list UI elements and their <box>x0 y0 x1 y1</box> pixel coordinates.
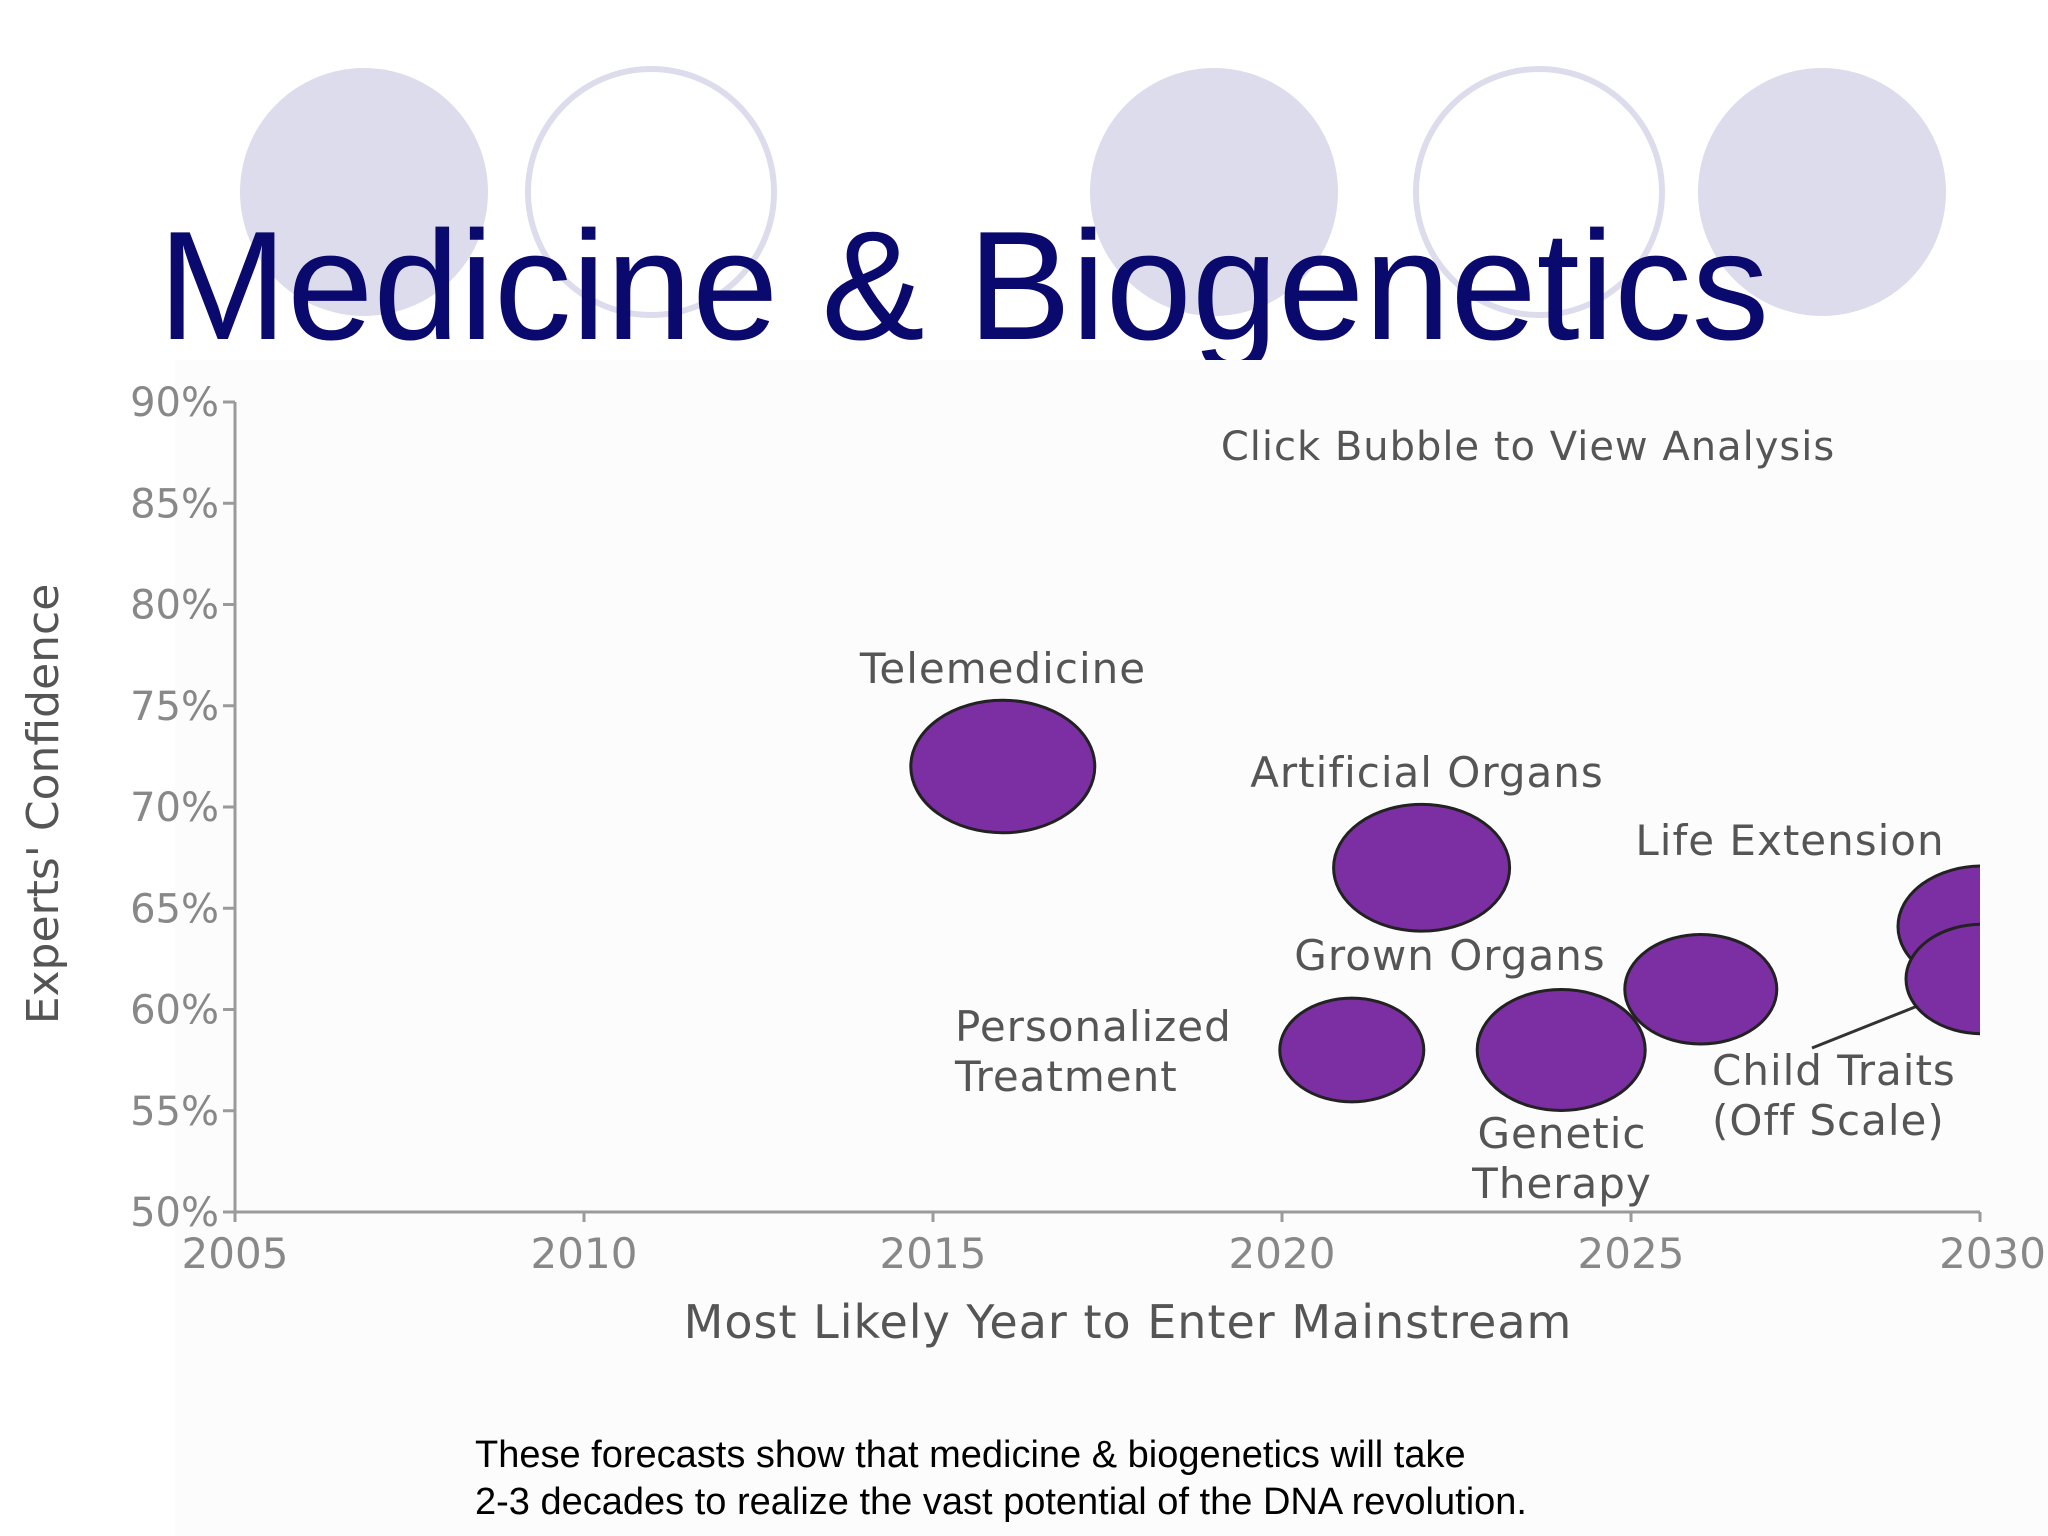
decor-circle-3 <box>1090 68 1338 316</box>
y-tick-label: 85% <box>130 481 219 527</box>
bubble-label: Life Extension <box>1635 816 1944 865</box>
y-tick-label: 65% <box>130 886 219 932</box>
x-tick-label: 2010 <box>531 1229 638 1278</box>
bubble-personalized-treatment[interactable] <box>1278 996 1426 1104</box>
bubble-genetic-therapy[interactable] <box>1475 988 1647 1112</box>
bubble-label: Artificial Organs <box>1250 748 1604 797</box>
bubble-child-traits-off-scale[interactable] <box>1904 922 2048 1036</box>
footer-line-2: 2-3 decades to realize the vast potentia… <box>475 1481 1527 1523</box>
y-tick-label: 70% <box>130 785 219 831</box>
bubble-telemedicine[interactable] <box>909 698 1097 835</box>
y-tick-label: 60% <box>130 988 219 1034</box>
bubbles[interactable] <box>909 698 2048 1112</box>
bubble-artificial-organs[interactable] <box>1332 802 1512 933</box>
x-tick-label: 2015 <box>880 1229 987 1278</box>
bubble-mark[interactable] <box>1475 988 1647 1112</box>
x-axis-title: Most Likely Year to Enter Mainstream <box>684 1295 1573 1349</box>
slide-title: Medicine & Biogenetics <box>158 199 1770 372</box>
y-tick-label: 50% <box>130 1190 219 1236</box>
y-tick-label: 75% <box>130 684 219 730</box>
bubble-label: Child Traits <box>1712 1046 1956 1095</box>
bubble-mark[interactable] <box>1332 802 1512 933</box>
bubble-labels: Telemedicine Artificial Organs Personalize… <box>859 644 1956 1208</box>
bubble-grown-organs[interactable] <box>1623 933 1779 1046</box>
y-tick-label: 80% <box>130 583 219 629</box>
bubble-label: Therapy <box>1471 1159 1652 1208</box>
chart-annotation: Click Bubble to View Analysis <box>1221 424 1835 470</box>
bubble-label: (Off Scale) <box>1712 1096 1945 1145</box>
bubble-mark[interactable] <box>1623 933 1779 1046</box>
y-axis-title: Experts' Confidence <box>18 584 69 1025</box>
decor-circle-4 <box>1413 66 1665 318</box>
x-tick-label: 2025 <box>1578 1229 1685 1278</box>
decor-circle-5 <box>1698 68 1946 316</box>
axes: 50% 55% 60% 65% 70% 75% 80% 85% 90% 2005 2010 2015 2… <box>130 380 2046 1278</box>
x-tick-label: 2005 <box>182 1229 289 1278</box>
decor-circle-1 <box>240 68 488 316</box>
footer-caption: These forecasts show that medicine & bio… <box>475 1432 1775 1526</box>
bubble-mark[interactable] <box>1904 922 2048 1036</box>
decor-circle-2 <box>525 66 777 318</box>
bubble-label: Telemedicine <box>859 644 1146 693</box>
y-tick-label: 55% <box>130 1089 219 1135</box>
x-tick-label: 2030 <box>1939 1229 2046 1278</box>
x-tick-label: 2020 <box>1229 1229 1336 1278</box>
bubble-mark[interactable] <box>909 698 1097 835</box>
y-tick-label: 90% <box>130 380 219 426</box>
bubble-label: Genetic <box>1477 1109 1646 1158</box>
bubble-mark[interactable] <box>1278 996 1426 1104</box>
bubble-label: Grown Organs <box>1294 931 1605 980</box>
footer-line-1: These forecasts show that medicine & bio… <box>475 1434 1466 1476</box>
off-scale-leader-line <box>1811 1003 1921 1050</box>
bubble-label: Personalized <box>955 1002 1232 1051</box>
bubble-label: Treatment <box>954 1052 1178 1101</box>
